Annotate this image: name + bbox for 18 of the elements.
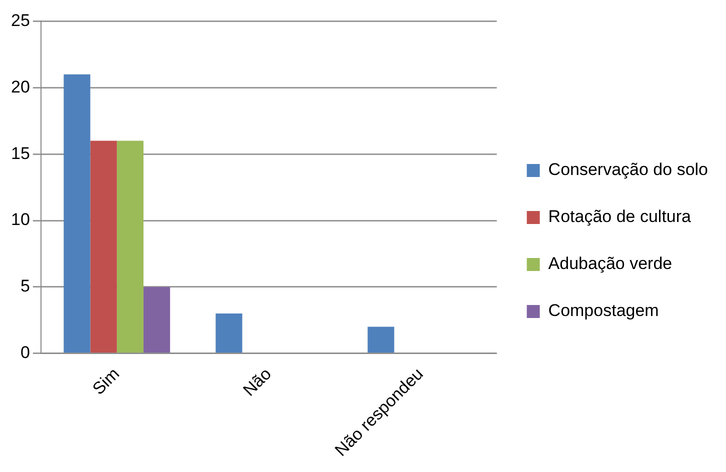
bar — [90, 140, 117, 353]
bar — [368, 326, 394, 353]
y-tick-label: 0 — [20, 343, 30, 362]
legend-label: Compostagem — [548, 301, 659, 320]
y-tick-label: 10 — [10, 210, 30, 230]
legend-label: Adubação verde — [548, 254, 672, 274]
bar — [116, 140, 144, 353]
x-tick-label: Não — [240, 364, 275, 400]
bar — [143, 286, 170, 353]
x-tick-label: Sim — [88, 364, 124, 398]
legend-label: Rotação de cultura — [548, 207, 692, 226]
y-tick-label: 5 — [20, 276, 30, 296]
y-tick-label: 25 — [10, 10, 30, 30]
legend-label: Conservação do solo — [548, 160, 708, 180]
y-tick-label: 15 — [10, 144, 30, 163]
bar — [64, 74, 90, 353]
bar — [216, 314, 242, 353]
y-tick-label: 20 — [10, 77, 30, 96]
